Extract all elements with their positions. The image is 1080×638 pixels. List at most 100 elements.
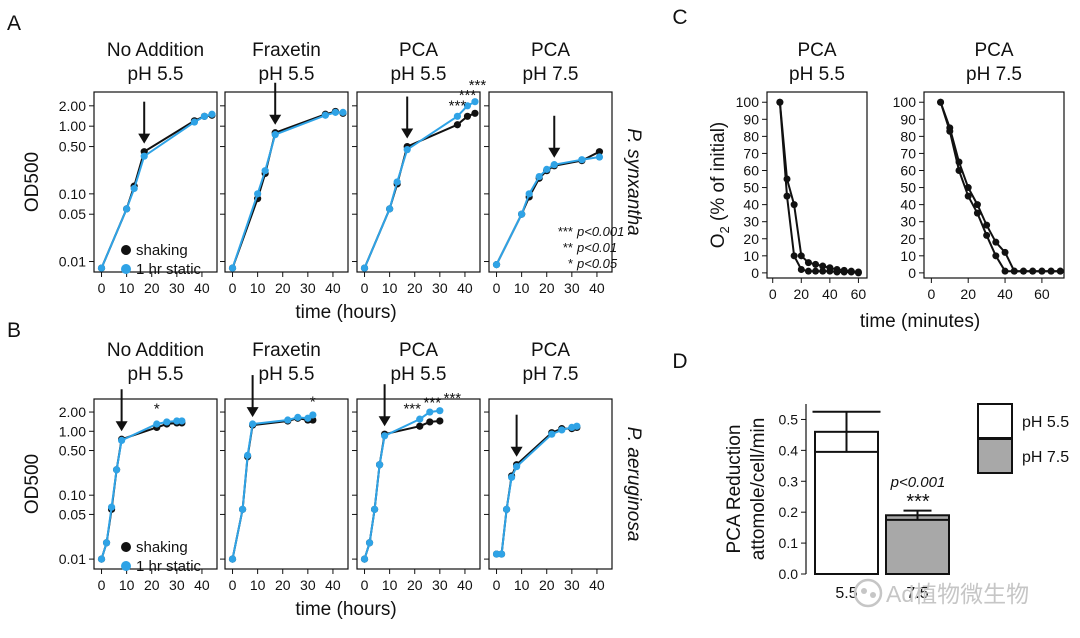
panel-d-legend-swatch-1 bbox=[977, 438, 1013, 474]
panel-b-subplot-1-point-static-4 bbox=[284, 416, 292, 424]
panel-c-subplot-1-ytick-label-7: 70 bbox=[900, 145, 916, 161]
panel-a-ytick-label-3: 0.50 bbox=[59, 139, 86, 155]
panel-a-subplot-0-xtick-label-0: 0 bbox=[98, 280, 106, 296]
panel-a-subplot-1-point-static-0 bbox=[228, 264, 237, 272]
panel-a-subplot-2-xtick-label-0: 0 bbox=[361, 280, 369, 296]
panel-b-subplot-0-xtick-label-0: 0 bbox=[98, 577, 106, 593]
panel-b-subplot-2-xtick-label-2: 20 bbox=[407, 577, 423, 593]
panel-a-subplot-2-point-shaking-5 bbox=[463, 112, 472, 120]
panel-a-subplot-1-arrow-head bbox=[269, 114, 282, 125]
panel-a-species-label: P. synxantha bbox=[623, 128, 644, 235]
panel-a-subplot-0-point-static-6 bbox=[208, 110, 216, 118]
panel-a-subplot-2-point-static-1 bbox=[386, 205, 394, 213]
panel-c-subplot-0-point-1-9 bbox=[840, 268, 848, 276]
panel-a-subplot-0-point-static-3 bbox=[140, 152, 148, 160]
panel-a-subplot-1-point-static-5 bbox=[331, 108, 340, 116]
panel-c-subplot-1-ytick-label-10: 100 bbox=[893, 94, 917, 110]
panel-a-subplot-3-point-static-5 bbox=[550, 161, 558, 169]
panel-b-subplot-1-point-static-3 bbox=[249, 420, 257, 428]
panel-a-subplot-2-xtick-label-2: 20 bbox=[407, 280, 423, 296]
panel-a-pvalue-legend-stars-1: ** bbox=[563, 240, 573, 255]
panel-a-subplot-2-sig-stars-1: *** bbox=[459, 87, 477, 104]
panel-b-subplot-0-xtick-label-2: 20 bbox=[144, 577, 160, 593]
panel-a-subplot-3-point-static-6 bbox=[578, 156, 586, 164]
panel-a-subplot-0-point-static-2 bbox=[130, 184, 138, 193]
panel-a-subplot-1-line-static bbox=[231, 111, 343, 269]
panel-c-subplot-0-point-1-4 bbox=[804, 267, 812, 275]
panel-a-subplot-2-point-static-5 bbox=[463, 102, 472, 110]
panel-a-subplot-0-title-line2: pH 5.5 bbox=[128, 64, 184, 85]
panel-a-subplot-2-sig-stars-2: *** bbox=[469, 77, 487, 94]
panel-a-subplot-0-frame bbox=[93, 91, 218, 273]
panel-c-subplot-0-point-1-2 bbox=[790, 252, 798, 260]
panel-d-ylabel-line1: PCA Reduction bbox=[724, 425, 745, 554]
panel-a-subplot-3-xtick-label-0: 0 bbox=[493, 280, 501, 296]
panel-b-subplot-3-point-static-8 bbox=[573, 422, 581, 430]
panel-a-subplot-0-xtick-label-2: 20 bbox=[144, 280, 160, 296]
panel-a-subplot-2-title-line1: PCA bbox=[399, 40, 438, 61]
panel-b-subplot-1-xtick-label-1: 10 bbox=[250, 577, 266, 593]
panel-a-xlabel: time (hours) bbox=[295, 302, 396, 323]
panel-b-subplot-0-point-static-3 bbox=[112, 466, 121, 474]
panel-b-legend-shaking-label: shaking bbox=[136, 539, 188, 556]
panel-a-subplot-3-arrow-head bbox=[548, 147, 561, 158]
panel-a-ytick-label-0: 0.01 bbox=[59, 254, 86, 270]
panel-b-subplot-3-arrow-head bbox=[510, 446, 523, 457]
panel-b-subplot-3-point-static-5 bbox=[548, 430, 556, 438]
panel-b-subplot-1-line-static bbox=[231, 414, 314, 560]
panel-c-subplot-1-title-line1: PCA bbox=[974, 40, 1013, 61]
panel-b-subplot-1-xtick-label-2: 20 bbox=[275, 577, 291, 593]
panel-c-subplot-1-point-1-12 bbox=[1047, 267, 1055, 275]
panel-d-bar-0 bbox=[814, 430, 879, 575]
panel-a-subplot-2-xtick-label-4: 40 bbox=[457, 280, 473, 296]
panel-a-subplot-1-xtick-label-3: 30 bbox=[300, 280, 316, 296]
panel-a-pvalue-legend-stars-0: *** bbox=[558, 224, 573, 239]
panel-c-subplot-1-point-1-13 bbox=[1056, 267, 1064, 275]
panel-b-species-label: P. aeruginosa bbox=[623, 427, 644, 542]
panel-b-subplot-2-line-static bbox=[363, 409, 440, 560]
panel-c-subplot-1-point-1-7 bbox=[1001, 267, 1009, 275]
panel-b-legend-static-marker bbox=[121, 561, 131, 571]
panel-a-ytick-label-1: 0.05 bbox=[59, 206, 86, 222]
panel-b-ytick-label-4: 1.00 bbox=[59, 423, 86, 439]
panel-b-subplot-1-arrow-head bbox=[246, 407, 259, 418]
panel-b-ytick-label-1: 0.05 bbox=[59, 506, 86, 522]
panel-b-subplot-1-title-line1: Fraxetin bbox=[252, 340, 321, 361]
panel-c-subplot-1-ytick-label-8: 80 bbox=[900, 128, 916, 144]
panel-b-subplot-0-point-static-5 bbox=[153, 420, 161, 428]
panel-c-subplot-0-ytick-label-0: 0 bbox=[751, 265, 759, 281]
panel-c-subplot-0-ytick-label-10: 100 bbox=[736, 94, 760, 110]
panel-c-ylabel-main: O bbox=[708, 233, 729, 248]
panel-a-subplot-2-frame bbox=[356, 91, 481, 273]
panel-b-subplot-0-sig-stars-0: * bbox=[154, 400, 160, 417]
panel-a-subplot-1-point-static-3 bbox=[271, 131, 279, 139]
panel-b-subplot-3-point-static-4 bbox=[513, 463, 521, 471]
panel-d-legend-label-1: pH 7.5 bbox=[1022, 449, 1069, 466]
panel-a-subplot-1-point-static-6 bbox=[339, 108, 347, 116]
panel-a-subplot-1-line-shaking bbox=[231, 110, 344, 269]
panel-a-subplot-3-frame bbox=[488, 91, 613, 273]
panel-c-subplot-1-point-1-2 bbox=[955, 166, 963, 174]
panel-c-subplot-0-ytick-label-5: 50 bbox=[743, 180, 759, 196]
panel-c-subplot-1-ytick-label-0: 0 bbox=[908, 265, 916, 281]
panel-a-subplot-3-point-shaking-7 bbox=[595, 148, 604, 156]
panel-a-legend-shaking-label: shaking bbox=[136, 242, 188, 259]
panel-b-subplot-3-xtick-label-4: 40 bbox=[589, 577, 605, 593]
panel-d-ytick-label-0: 0.0 bbox=[779, 566, 799, 582]
panel-b-subplot-0-point-static-4 bbox=[118, 436, 126, 445]
panel-c-subplot-0-title-line1: PCA bbox=[797, 40, 836, 61]
panel-b-subplot-3-xtick-label-1: 10 bbox=[514, 577, 530, 593]
panel-a-subplot-2-point-static-3 bbox=[403, 146, 411, 154]
panel-b-subplot-0-xtick-label-4: 40 bbox=[194, 577, 210, 593]
panel-a-pvalue-legend-text-1: p<0.01 bbox=[576, 240, 617, 255]
panel-c-subplot-0-point-1-10 bbox=[847, 268, 855, 276]
panel-a-ytick-label-5: 2.00 bbox=[59, 98, 86, 114]
panel-b-ytick-label-5: 2.00 bbox=[59, 404, 86, 420]
panel-a-subplot-3-point-static-3 bbox=[535, 172, 543, 181]
panel-a-subplot-1-frame bbox=[224, 91, 349, 273]
panel-b-panel-label: B bbox=[7, 319, 21, 342]
panel-b-subplot-3-point-static-3 bbox=[507, 473, 516, 481]
panel-c-subplot-0-point-0-3 bbox=[797, 252, 805, 260]
panel-a-subplot-2-xtick-label-1: 10 bbox=[382, 280, 398, 296]
